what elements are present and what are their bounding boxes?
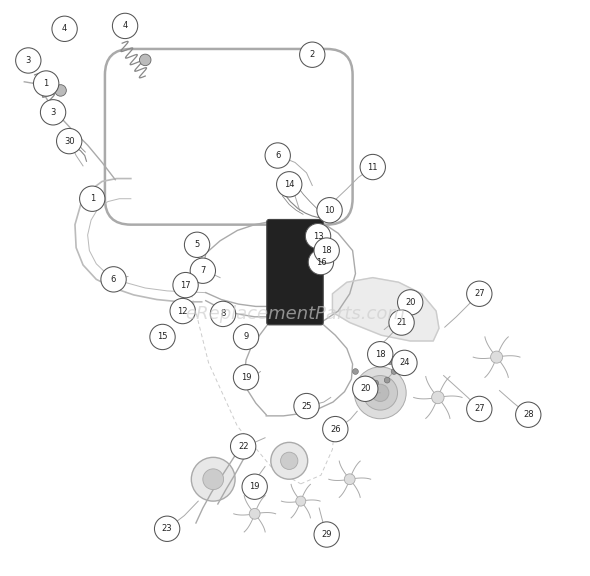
Circle shape [203, 469, 224, 490]
Circle shape [80, 186, 105, 211]
Text: 13: 13 [313, 232, 323, 241]
Text: 7: 7 [200, 266, 205, 275]
Text: 15: 15 [158, 332, 168, 342]
Text: 24: 24 [399, 358, 409, 367]
Circle shape [362, 376, 368, 382]
Circle shape [231, 434, 256, 459]
Text: 14: 14 [284, 180, 294, 189]
Circle shape [234, 365, 258, 390]
Circle shape [360, 154, 385, 180]
Circle shape [190, 258, 215, 283]
Circle shape [191, 457, 235, 501]
Text: 5: 5 [195, 240, 199, 249]
Text: 20: 20 [405, 298, 415, 307]
Text: 18: 18 [375, 350, 385, 359]
Text: 2: 2 [310, 50, 315, 59]
Circle shape [234, 324, 258, 350]
Circle shape [52, 16, 77, 41]
Text: 4: 4 [62, 24, 67, 33]
Text: 8: 8 [220, 309, 226, 319]
Text: 28: 28 [523, 410, 533, 419]
Circle shape [57, 128, 82, 154]
Text: 11: 11 [368, 162, 378, 172]
Text: 6: 6 [275, 151, 280, 160]
Circle shape [372, 384, 389, 401]
Text: 17: 17 [181, 281, 191, 290]
Circle shape [491, 351, 503, 363]
Circle shape [317, 198, 342, 223]
Circle shape [389, 310, 414, 335]
Circle shape [391, 369, 397, 374]
Text: 19: 19 [250, 482, 260, 491]
Text: 27: 27 [474, 404, 484, 414]
Text: 3: 3 [50, 108, 56, 117]
Circle shape [467, 396, 492, 422]
Circle shape [55, 85, 66, 96]
Text: 29: 29 [322, 530, 332, 539]
Circle shape [185, 232, 210, 257]
Circle shape [210, 301, 235, 327]
Text: 25: 25 [301, 401, 312, 411]
Text: 30: 30 [64, 137, 74, 146]
Circle shape [173, 272, 198, 298]
Text: 10: 10 [324, 206, 335, 215]
Circle shape [34, 71, 59, 96]
Text: 16: 16 [316, 257, 326, 267]
Text: 22: 22 [238, 442, 248, 451]
Text: 1: 1 [90, 194, 95, 203]
Text: 21: 21 [396, 318, 407, 327]
Circle shape [113, 13, 137, 39]
Circle shape [155, 516, 180, 541]
Circle shape [300, 42, 325, 67]
Text: 12: 12 [178, 306, 188, 316]
Circle shape [432, 391, 444, 404]
Text: 20: 20 [360, 384, 371, 393]
Circle shape [101, 267, 126, 292]
Circle shape [373, 380, 379, 386]
Text: 27: 27 [474, 289, 484, 298]
Text: 9: 9 [244, 332, 248, 342]
FancyBboxPatch shape [267, 219, 323, 325]
Circle shape [139, 54, 151, 66]
Circle shape [242, 474, 267, 499]
Circle shape [271, 442, 307, 479]
Circle shape [40, 100, 65, 125]
Text: 26: 26 [330, 425, 340, 434]
Text: 3: 3 [25, 56, 31, 65]
Circle shape [363, 376, 398, 410]
Circle shape [250, 509, 260, 519]
Text: 4: 4 [123, 21, 127, 31]
Circle shape [345, 474, 355, 484]
Circle shape [150, 324, 175, 350]
Circle shape [294, 393, 319, 419]
Circle shape [392, 350, 417, 376]
Circle shape [314, 238, 339, 263]
Circle shape [281, 452, 298, 469]
Text: 23: 23 [162, 524, 172, 533]
Circle shape [384, 377, 390, 383]
Circle shape [306, 223, 331, 249]
Circle shape [516, 402, 541, 427]
Circle shape [387, 359, 393, 365]
Circle shape [314, 522, 339, 547]
Circle shape [277, 172, 302, 197]
Circle shape [296, 496, 306, 506]
Text: 6: 6 [111, 275, 116, 284]
Polygon shape [332, 278, 439, 341]
Circle shape [353, 369, 358, 374]
Text: 19: 19 [241, 373, 251, 382]
Circle shape [368, 342, 393, 367]
Circle shape [398, 290, 423, 315]
Circle shape [308, 249, 333, 275]
Circle shape [170, 298, 195, 324]
Circle shape [355, 367, 406, 419]
Circle shape [16, 48, 41, 73]
Circle shape [353, 376, 378, 401]
Text: 1: 1 [44, 79, 49, 88]
Circle shape [467, 281, 492, 306]
Text: 18: 18 [322, 246, 332, 255]
Text: eReplacementParts.com: eReplacementParts.com [185, 305, 405, 323]
Circle shape [323, 416, 348, 442]
Circle shape [265, 143, 290, 168]
